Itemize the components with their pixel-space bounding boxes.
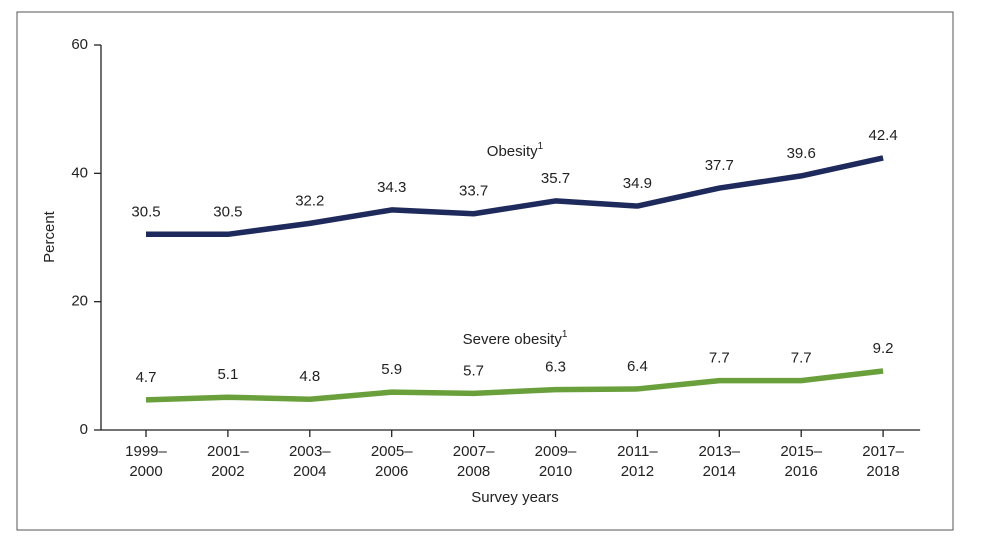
y-tick-label: 20 [71,293,88,310]
x-tick-label: 2006 [375,463,408,480]
x-tick-label: 2012 [621,463,654,480]
x-tick-label: 2001– [207,443,249,460]
y-tick-label: 0 [80,421,88,438]
data-label: 34.3 [377,179,406,196]
y-axis-title: Percent [41,210,58,263]
x-tick-label: 2015– [780,443,822,460]
x-tick-label: 2018 [866,463,899,480]
data-label: 33.7 [459,183,488,200]
data-label: 4.7 [136,369,157,386]
data-label: 37.7 [705,157,734,174]
data-label: 7.7 [791,350,812,367]
x-tick-label: 2003– [289,443,331,460]
data-label: 6.4 [627,358,648,375]
series-footnote: 1 [562,329,568,340]
data-label: 42.4 [868,127,897,144]
series-label: Severe obesity1 [463,329,568,348]
data-label: 32.2 [295,192,324,209]
x-tick-label: 2004 [293,463,326,480]
data-label: 6.3 [545,359,566,376]
series-name: Severe obesity [463,331,563,348]
data-label: 5.1 [217,366,238,383]
data-label: 4.8 [299,368,320,385]
x-tick-label: 2009– [535,443,577,460]
data-label: 30.5 [131,203,160,220]
x-tick-label: 2008 [457,463,490,480]
series-footnote: 1 [538,141,544,152]
x-tick-label: 2016 [785,463,818,480]
data-label: 30.5 [213,203,242,220]
x-axis-title: Survey years [471,489,559,506]
data-label: 7.7 [709,350,730,367]
y-tick-label: 60 [71,36,88,53]
x-tick-label: 2011– [617,443,658,460]
x-tick-label: 2014 [703,463,736,480]
data-label: 35.7 [541,170,570,187]
x-tick-label: 2002 [211,463,244,480]
series-label: Obesity1 [487,141,544,160]
x-tick-label: 2017– [862,443,904,460]
x-tick-label: 2013– [698,443,740,460]
x-tick-label: 2000 [129,463,162,480]
data-line [146,155,884,238]
data-label: 39.6 [787,145,816,162]
data-label: 5.9 [381,361,402,378]
x-tick-label: 2007– [453,443,495,460]
data-line [145,368,884,403]
data-label: 34.9 [623,175,652,192]
x-tick-label: 1999– [125,443,167,460]
series-name: Obesity [487,143,538,160]
chart-frame [16,11,954,531]
x-tick-label: 2010 [539,463,572,480]
y-tick-label: 40 [71,164,88,181]
data-label: 5.7 [463,362,484,379]
x-tick-label: 2005– [371,443,413,460]
data-label: 9.2 [873,340,894,357]
